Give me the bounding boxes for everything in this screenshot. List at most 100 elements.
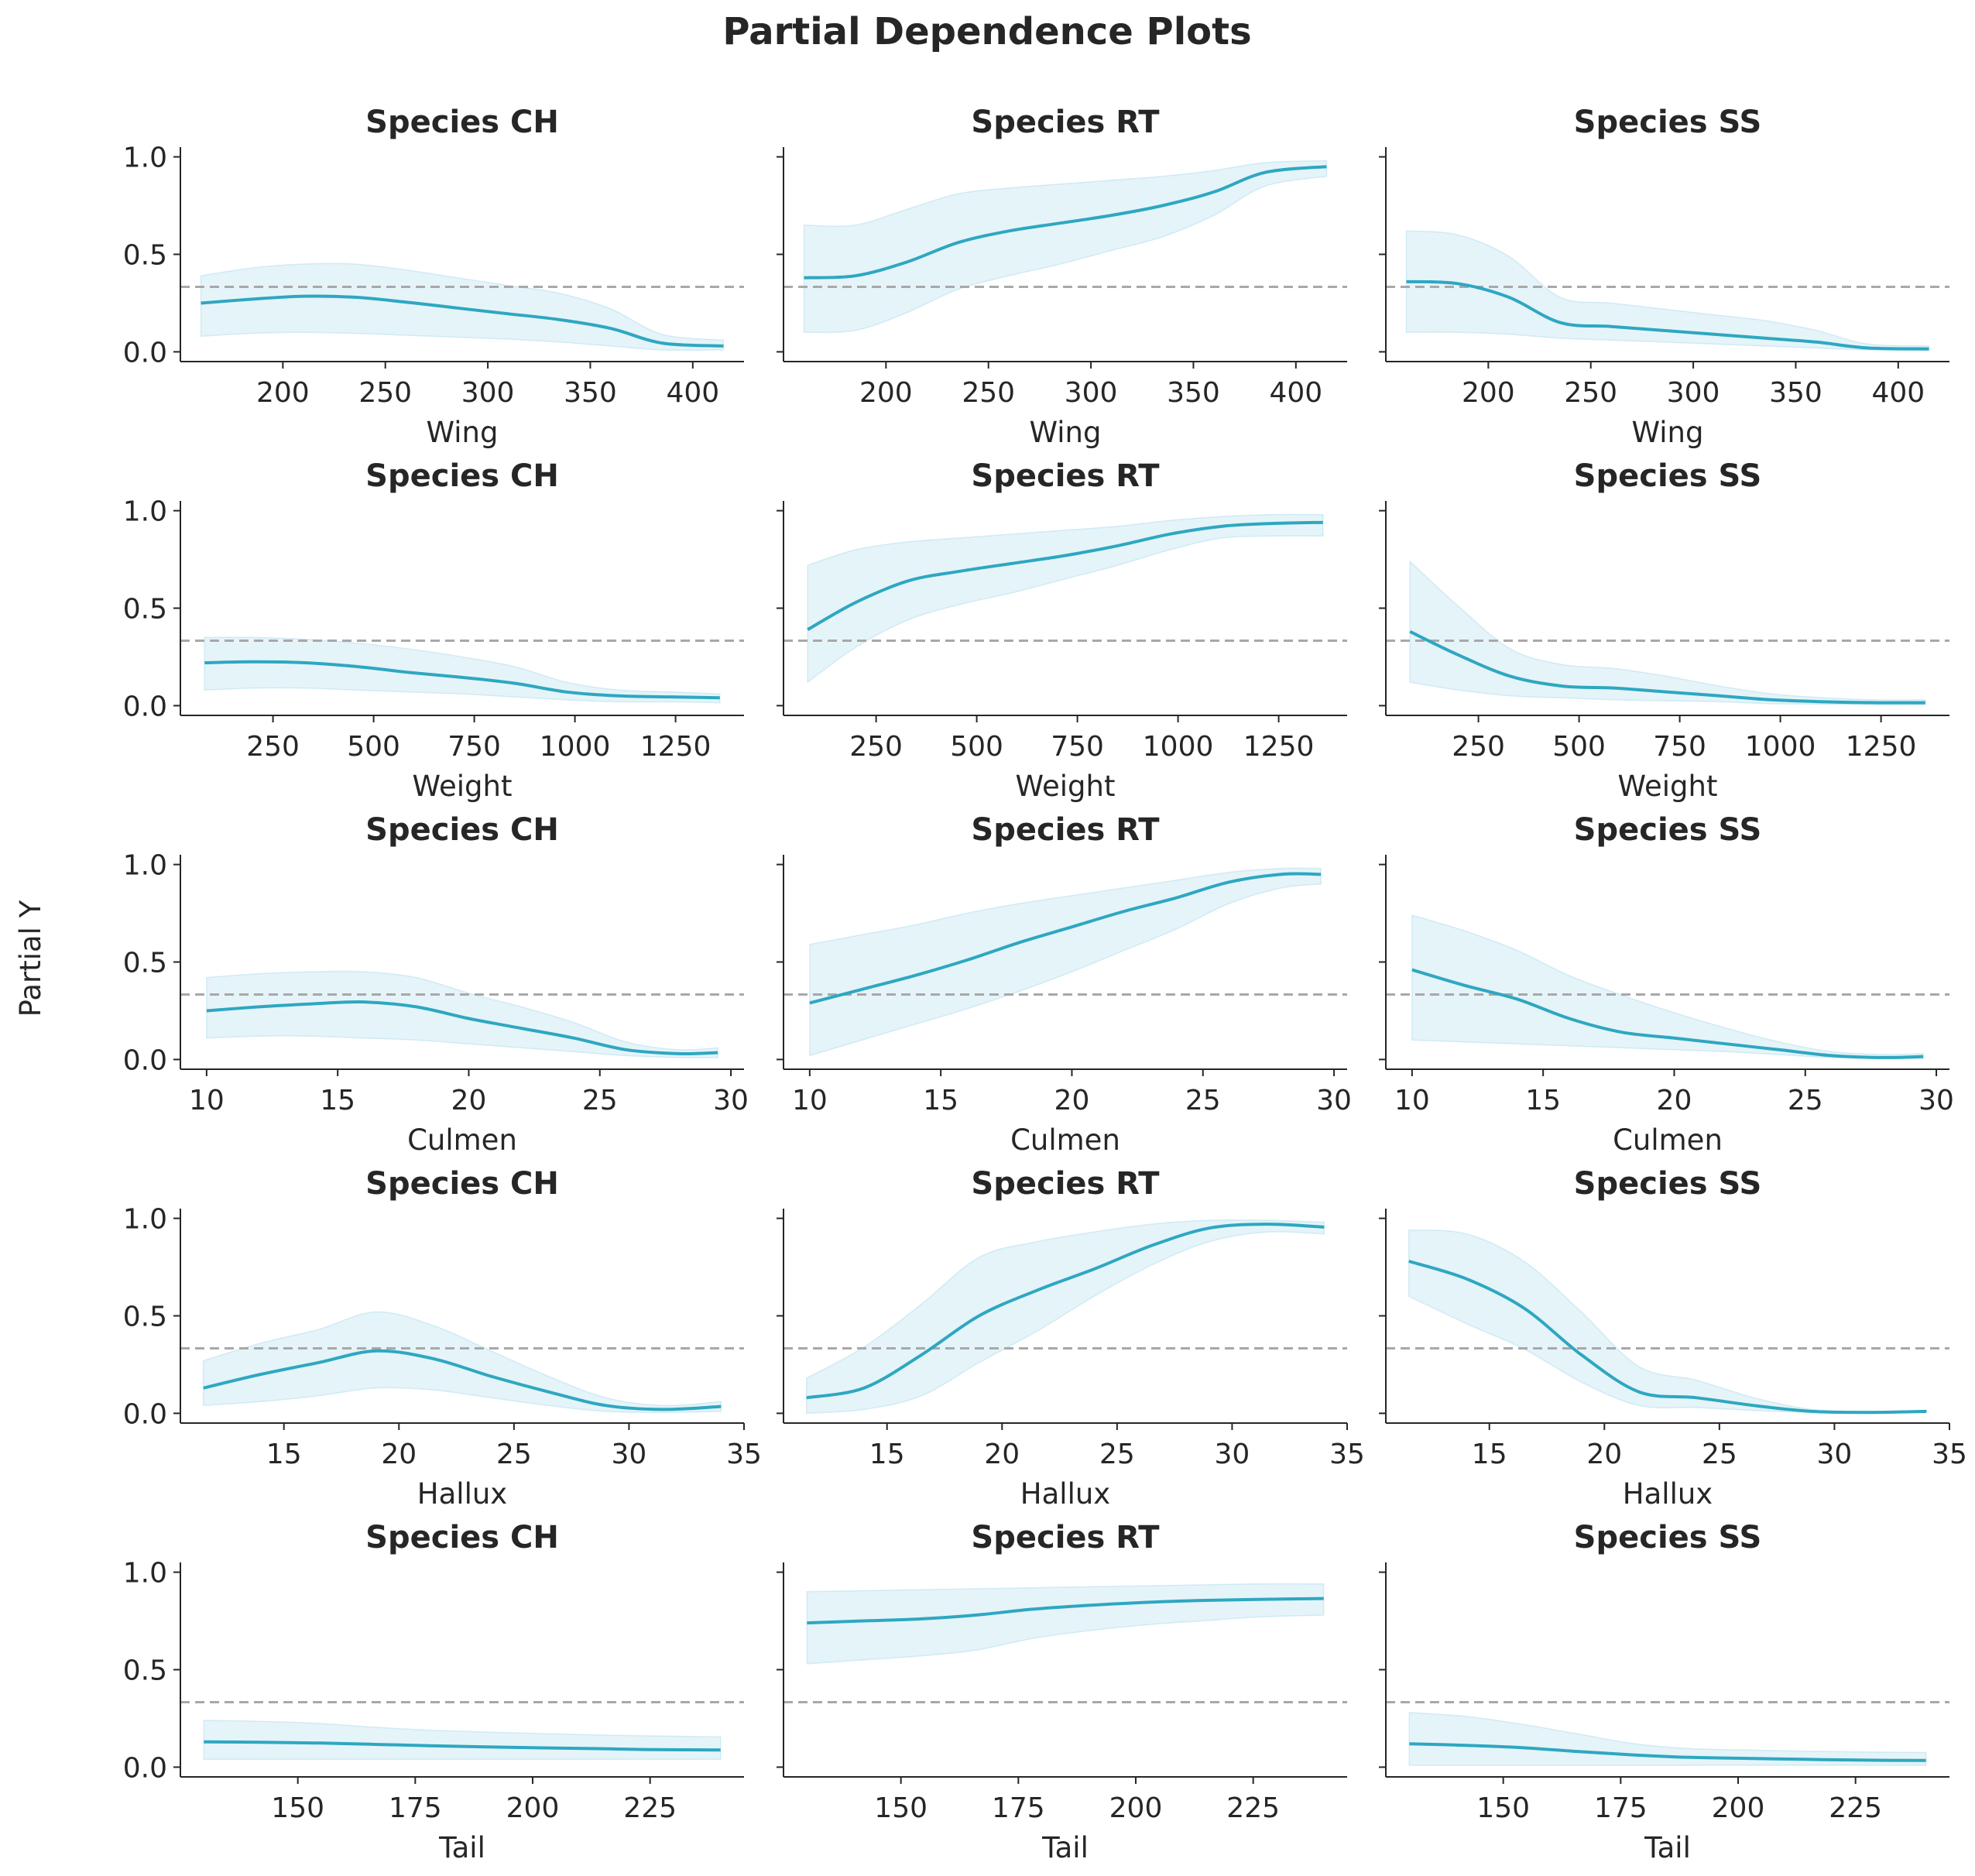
x-tick-label: 10: [1394, 1085, 1430, 1116]
series-line: [807, 520, 1323, 631]
x-tick-label: 175: [389, 1792, 442, 1824]
y-tick-label: 1.0: [123, 496, 167, 528]
series-line: [1408, 1260, 1927, 1415]
subplot-culmen-species-ss: Species SS 10 15 20 25 30 Culmen: [1379, 812, 1954, 1157]
series-line: [1411, 968, 1924, 1059]
x-tick-label: 15: [923, 1085, 958, 1116]
confidence-band: [202, 1311, 722, 1413]
x-tick-label: 25: [1788, 1085, 1823, 1116]
subplot-title: Species CH: [365, 812, 559, 848]
x-tick-label: 750: [1051, 731, 1104, 763]
subplot-tail-species-ss: Species SS 150 175 200 225 Tail: [1379, 1520, 1949, 1864]
y-tick-label: 0.5: [123, 1655, 167, 1687]
x-axis-label: Hallux: [1020, 1477, 1110, 1511]
y-tick-label: 1.0: [123, 1558, 167, 1590]
x-tick-label: 350: [1769, 377, 1822, 409]
x-tick-label: 15: [1472, 1439, 1507, 1470]
y-tick-label: 0.0: [123, 1752, 167, 1784]
x-axis-label: Culmen: [1613, 1123, 1723, 1157]
subplot-title: Species SS: [1574, 1520, 1762, 1555]
x-axis-label: Weight: [1016, 770, 1116, 803]
series-line: [204, 660, 720, 700]
y-axis-label: Partial Y: [14, 900, 47, 1017]
subplot-wing-species-ss: Species SS 200 250 300 350 400 Wing: [1379, 105, 1949, 449]
subplot-hallux-species-rt: Species RT 15 20 25 30 35 Hallux: [777, 1166, 1365, 1511]
subplot-tail-species-rt: Species RT 150 175 200 225 Tail: [777, 1520, 1347, 1864]
confidence-band: [203, 1720, 722, 1761]
x-tick-label: 150: [1476, 1792, 1530, 1824]
x-tick-label: 25: [1099, 1439, 1135, 1470]
subplot-title: Species RT: [971, 812, 1160, 848]
x-tick-label: 1000: [540, 731, 611, 763]
x-axis-label: Tail: [1644, 1831, 1691, 1864]
x-axis-label: Wing: [1632, 416, 1704, 449]
subplot-title: Species CH: [365, 1166, 559, 1202]
x-tick-label: 250: [246, 731, 300, 763]
x-tick-label: 20: [1586, 1439, 1622, 1470]
x-tick-label: 200: [256, 377, 310, 409]
subplot-title: Species CH: [365, 1520, 559, 1555]
y-tick-label: 0.0: [123, 1398, 167, 1430]
x-tick-label: 30: [612, 1439, 647, 1470]
x-tick-label: 250: [358, 377, 412, 409]
x-tick-label: 20: [1054, 1085, 1090, 1116]
subplot-culmen-species-ch: Species CH 0.0 0.5 1.0 10 15 20 25 30 Culmen: [123, 812, 749, 1157]
x-tick-label: 1250: [1846, 731, 1917, 763]
x-tick-label: 30: [1817, 1439, 1853, 1470]
x-tick-label: 200: [859, 377, 913, 409]
subplot-hallux-species-ss: Species SS 15 20 25 30 35 Hallux: [1379, 1166, 1967, 1511]
subplot-weight-species-rt: Species RT 250 500 750 1000 1250 Weight: [777, 458, 1347, 803]
series-line: [804, 165, 1327, 280]
x-tick-label: 150: [874, 1792, 927, 1824]
confidence-band: [1408, 1712, 1927, 1766]
x-tick-label: 200: [1712, 1792, 1765, 1824]
x-tick-label: 20: [1657, 1085, 1692, 1116]
confidence-band: [806, 1583, 1325, 1665]
subplot-title: Species SS: [1574, 812, 1762, 848]
x-axis-label: Weight: [413, 770, 513, 803]
subplot-title: Species RT: [971, 1520, 1160, 1555]
confidence-band: [809, 867, 1322, 1057]
x-tick-label: 30: [1918, 1085, 1954, 1116]
x-tick-label: 150: [271, 1792, 324, 1824]
x-tick-label: 225: [1226, 1792, 1280, 1824]
x-tick-label: 30: [713, 1085, 749, 1116]
x-tick-label: 25: [496, 1439, 532, 1470]
x-tick-label: 500: [950, 731, 1003, 763]
x-tick-label: 15: [869, 1439, 905, 1470]
subplot-weight-species-ss: Species SS 250 500 750 1000 1250 Weight: [1379, 458, 1949, 803]
x-tick-label: 300: [461, 377, 515, 409]
subplot-tail-species-ch: Species CH 0.0 0.5 1.0 150 175 200 225 Tail: [123, 1520, 744, 1864]
x-tick-label: 1000: [1745, 731, 1816, 763]
series-line: [1406, 280, 1929, 351]
y-tick-label: 0.5: [123, 948, 167, 979]
x-axis-label: Weight: [1618, 770, 1718, 803]
series-line: [806, 1223, 1325, 1400]
confidence-band: [805, 1219, 1325, 1415]
x-tick-label: 300: [1065, 377, 1118, 409]
subplot-title: Species RT: [971, 1166, 1160, 1202]
x-tick-label: 10: [792, 1085, 828, 1116]
y-tick-label: 0.0: [123, 1044, 167, 1076]
x-tick-label: 250: [849, 731, 903, 763]
x-tick-label: 25: [1702, 1439, 1737, 1470]
x-tick-label: 175: [1594, 1792, 1648, 1824]
subplot-title: Species CH: [365, 105, 559, 140]
subplot-title: Species SS: [1574, 105, 1762, 140]
series-line: [1409, 1742, 1926, 1762]
series-line: [204, 1740, 721, 1752]
figure-title: Partial Dependence Plots: [722, 10, 1251, 53]
x-tick-label: 350: [564, 377, 617, 409]
y-tick-label: 0.0: [123, 691, 167, 722]
x-tick-label: 15: [1525, 1085, 1561, 1116]
x-tick-label: 25: [1185, 1085, 1221, 1116]
subplot-hallux-species-ch: Species CH 0.0 0.5 1.0 15 20 25 30 35 Hallux: [123, 1166, 762, 1511]
x-axis-label: Hallux: [1623, 1477, 1713, 1511]
x-tick-label: 200: [1462, 377, 1515, 409]
x-tick-label: 15: [320, 1085, 355, 1116]
x-tick-label: 20: [451, 1085, 487, 1116]
series-line: [206, 1000, 718, 1056]
x-tick-label: 20: [381, 1439, 417, 1470]
